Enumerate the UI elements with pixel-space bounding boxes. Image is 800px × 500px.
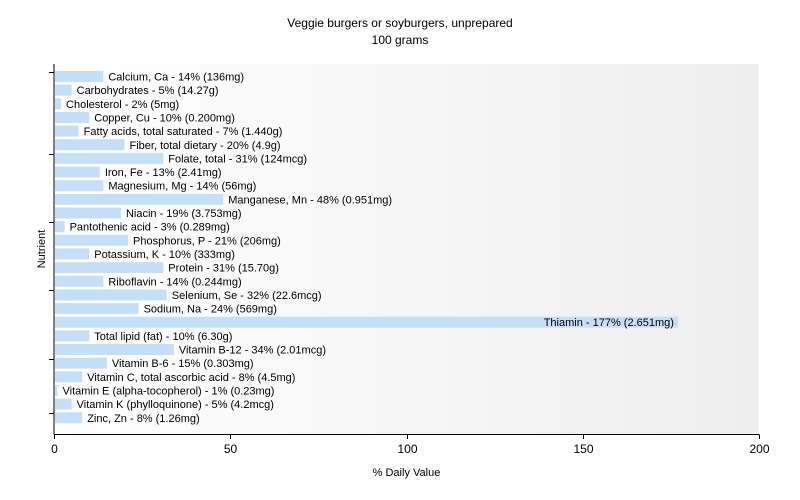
- bar: [55, 248, 90, 260]
- bar: [55, 357, 107, 369]
- bar: [55, 84, 72, 96]
- bar: [55, 275, 104, 287]
- x-tick-label: 200: [749, 442, 769, 456]
- bar-data-label: Vitamin E (alpha-tocopherol) - 1% (0.23m…: [63, 385, 275, 397]
- x-tick-label: 100: [397, 442, 417, 456]
- bar-data-label: Phosphorus, P - 21% (206mg): [133, 235, 281, 247]
- x-tick-label: 50: [224, 442, 238, 456]
- bar-data-label: Riboflavin - 14% (0.244mg): [108, 276, 241, 288]
- bar-data-label: Carbohydrates - 5% (14.27g): [77, 85, 219, 97]
- bar: [55, 125, 79, 137]
- bar-data-label: Vitamin B-6 - 15% (0.303mg): [112, 358, 254, 370]
- bar-data-label: Copper, Cu - 10% (0.200mg): [94, 112, 235, 124]
- bar-data-label: Fiber, total dietary - 20% (4.9g): [130, 140, 281, 152]
- bar: [55, 398, 72, 410]
- bar: [55, 98, 62, 110]
- bar: [55, 330, 90, 342]
- bar-data-label: Manganese, Mn - 48% (0.951mg): [228, 194, 392, 206]
- bar-data-label: Iron, Fe - 13% (2.41mg): [105, 167, 222, 179]
- bar-data-label: Protein - 31% (15.70g): [168, 263, 279, 275]
- bar-data-label: Folate, total - 31% (124mcg): [168, 153, 307, 165]
- bar: [55, 384, 58, 396]
- bar: [55, 139, 125, 151]
- bar: [55, 234, 129, 246]
- bar-data-label: Fatty acids, total saturated - 7% (1.440…: [84, 126, 283, 138]
- plot-background: [54, 64, 759, 434]
- bar-data-label: Cholesterol - 2% (5mg): [66, 99, 179, 111]
- bar: [55, 289, 167, 301]
- bar-data-label: Vitamin C, total ascorbic acid - 8% (4.5…: [87, 372, 295, 384]
- x-tick-label: 0: [51, 442, 58, 456]
- bar: [55, 371, 83, 383]
- bar-data-label: Vitamin K (phylloquinone) - 5% (4.2mcg): [77, 399, 274, 411]
- bar-data-label: Total lipid (fat) - 10% (6.30g): [94, 331, 232, 343]
- bar-data-label: Magnesium, Mg - 14% (56mg): [108, 181, 256, 193]
- chart-subtitle: 100 grams: [371, 33, 429, 47]
- x-tick-label: 150: [573, 442, 593, 456]
- bar: [55, 152, 164, 164]
- bar: [55, 412, 83, 424]
- y-axis-title: Nutrient: [36, 230, 48, 269]
- bar-data-label: Niacin - 19% (3.753mg): [126, 208, 242, 220]
- chart-title: Veggie burgers or soyburgers, unprepared: [287, 16, 513, 30]
- bar-data-label: Potassium, K - 10% (333mg): [94, 249, 235, 261]
- bar: [55, 207, 121, 219]
- bar: [55, 316, 678, 328]
- bar-data-label: Sodium, Na - 24% (569mg): [144, 304, 277, 316]
- bar: [55, 193, 224, 205]
- bar-data-label: Vitamin B-12 - 34% (2.01mcg): [179, 345, 326, 357]
- bar: [55, 303, 139, 315]
- bar-data-label: Zinc, Zn - 8% (1.26mg): [87, 413, 199, 425]
- bar: [55, 262, 164, 274]
- bar-data-label: Calcium, Ca - 14% (136mg): [108, 72, 244, 84]
- bar: [55, 166, 100, 178]
- x-axis-title: % Daily Value: [373, 467, 441, 479]
- bar: [55, 344, 174, 355]
- bar: [55, 111, 90, 123]
- bar-data-label: Pantothenic acid - 3% (0.289mg): [70, 222, 230, 234]
- bar-data-label: Thiamin - 177% (2.651mg): [544, 317, 674, 329]
- bar: [55, 71, 104, 82]
- bar-data-label: Selenium, Se - 32% (22.6mcg): [172, 290, 322, 302]
- bar: [55, 180, 104, 192]
- bar: [55, 221, 65, 233]
